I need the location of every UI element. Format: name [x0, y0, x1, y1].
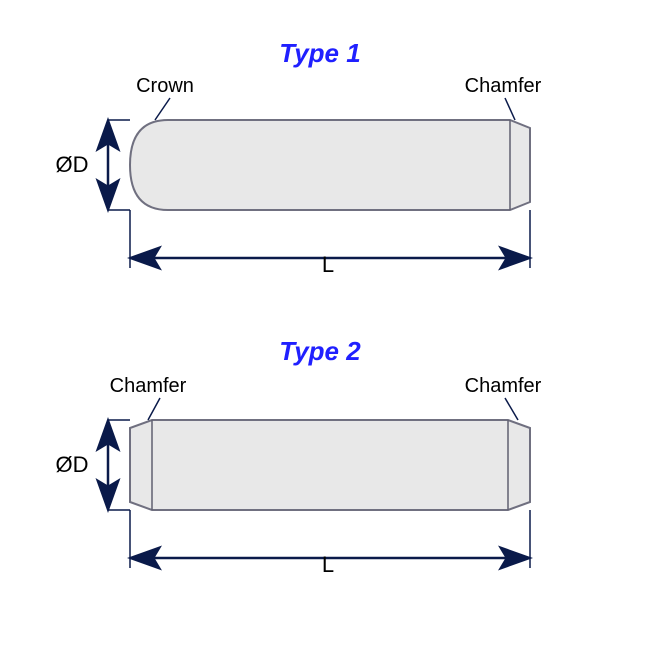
type2-length-label: L	[322, 552, 334, 577]
type2-title: Type 2	[279, 336, 361, 366]
type1-diameter-label: ØD	[56, 152, 89, 177]
type2-diameter-label: ØD	[56, 452, 89, 477]
type2-chamfer-right-leader	[505, 398, 518, 420]
type1-crown-leader	[155, 98, 170, 120]
type2-chamfer-left-leader	[148, 398, 160, 420]
type2-chamfer-right-label: Chamfer	[465, 375, 542, 397]
type1-chamfer-label: Chamfer	[465, 75, 542, 97]
type1-crown-label: Crown	[136, 75, 194, 97]
type1-chamfer-leader	[505, 98, 515, 120]
type1-pin-body	[130, 120, 530, 210]
type1-length-label: L	[322, 252, 334, 277]
type2-pin-body	[130, 420, 530, 510]
type2-chamfer-left-label: Chamfer	[110, 375, 187, 397]
type1-title: Type 1	[279, 38, 360, 68]
